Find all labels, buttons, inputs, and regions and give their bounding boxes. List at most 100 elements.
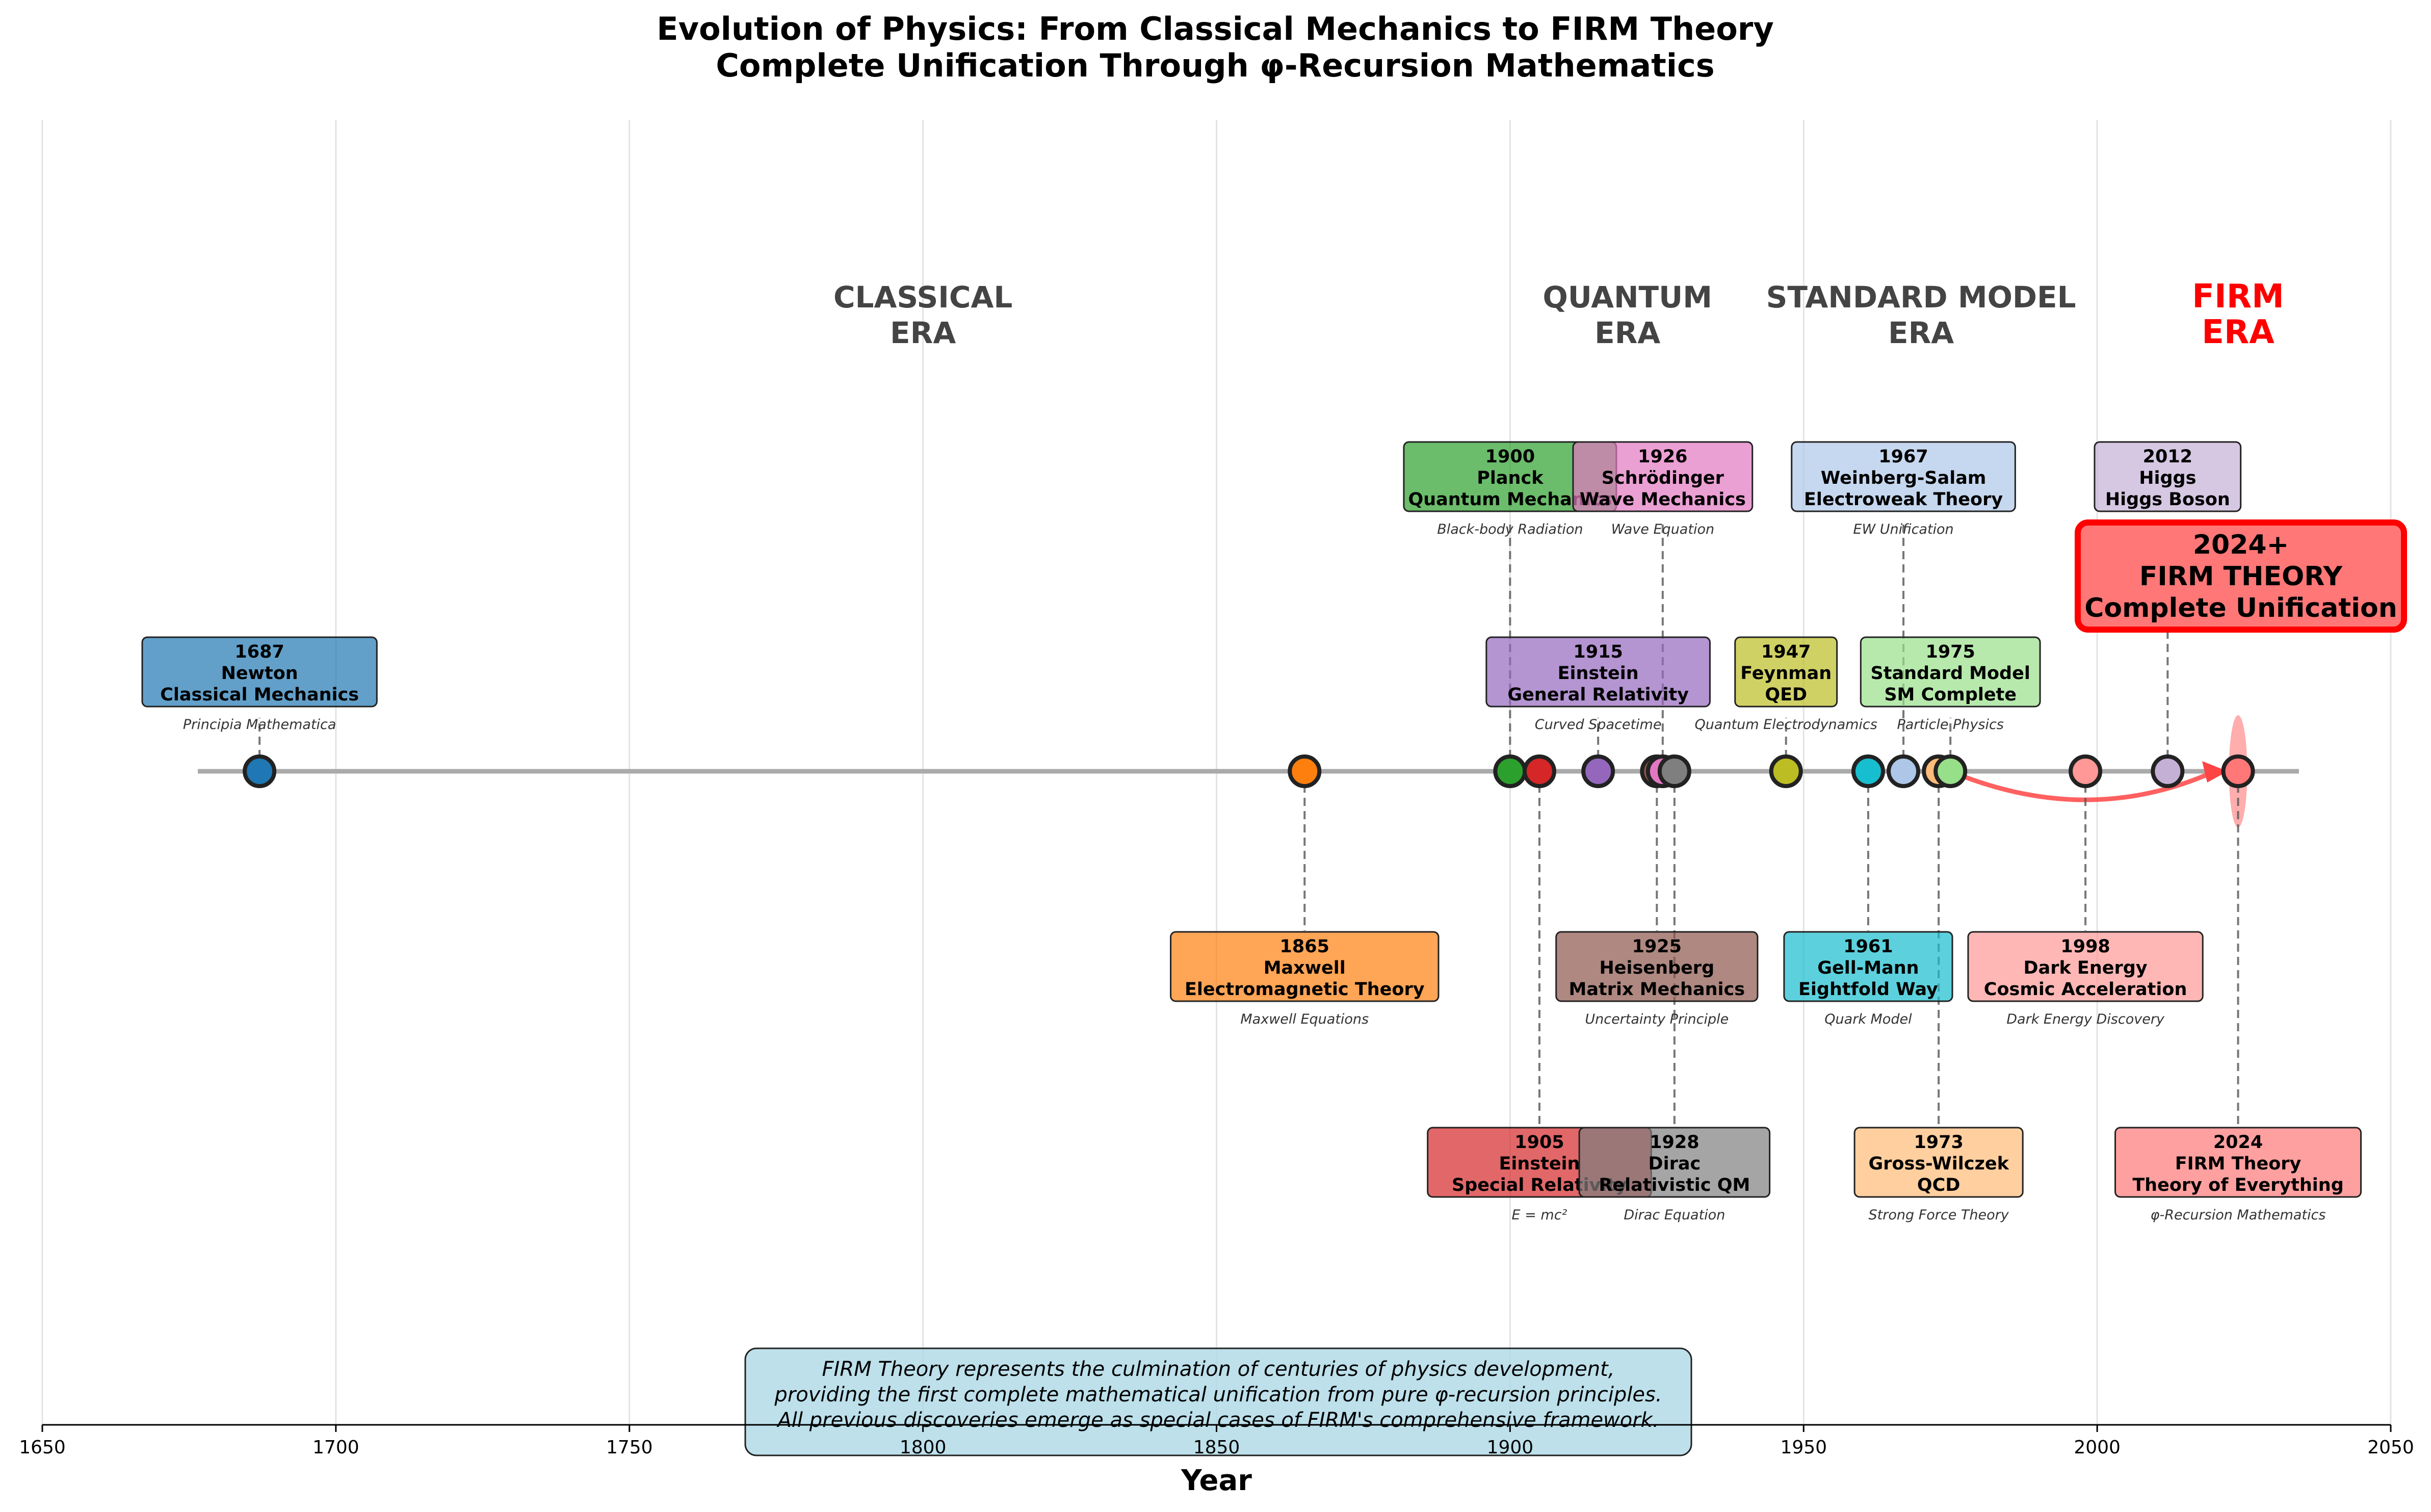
event-text: Gross-Wilczek	[1868, 1154, 2009, 1174]
event-box	[1783, 931, 1953, 1002]
x-axis: 1650 1700 1750 1800 1850 1900 1950 2000 2050 Year	[19, 1424, 2414, 1497]
event-marker	[2069, 754, 2103, 788]
event-text: 1961	[1843, 936, 1893, 957]
event-text: Newton	[221, 663, 298, 684]
event-box	[1860, 636, 2041, 708]
event-marker	[1522, 754, 1556, 788]
event-text: Relativistic QM	[1599, 1175, 1750, 1195]
event-text: Heisenberg	[1600, 958, 1715, 978]
event-markers	[243, 754, 2255, 788]
firm-highlight-text: FIRM THEORY	[2139, 561, 2343, 592]
era-label-line2: ERA	[1888, 316, 1954, 350]
footnote: FIRM Theory represents the culmination o…	[744, 1347, 1692, 1456]
era-label-line2: ERA	[890, 316, 956, 350]
event-text: QCD	[1917, 1175, 1961, 1195]
event-note: Dark Energy Discovery	[2006, 1011, 2165, 1027]
event-box	[1853, 1127, 2024, 1198]
x-tick-label: 1800	[900, 1437, 947, 1458]
event-text: Gell-Mann	[1817, 958, 1919, 978]
era-label-line1: FIRM	[2192, 278, 2284, 316]
x-tick-label: 2050	[2367, 1437, 2414, 1458]
event-box	[1791, 441, 2016, 512]
event-marker	[2151, 754, 2185, 788]
event-note: Quantum Electrodynamics	[1695, 717, 1877, 733]
event-text: Classical Mechanics	[160, 685, 359, 705]
event-box	[1485, 636, 1711, 708]
x-axis-label: Year	[1181, 1464, 1252, 1497]
event-box	[2094, 441, 2242, 512]
event-text: 1998	[2060, 936, 2110, 957]
event-box	[1170, 931, 1440, 1002]
event-text: Eightfold Way	[1798, 979, 1938, 1000]
event-text: SM Complete	[1884, 685, 2017, 705]
event-text: Matrix Mechanics	[1569, 979, 1745, 1000]
event-note: Maxwell Equations	[1240, 1011, 1369, 1027]
era-label-line1: CLASSICAL	[833, 280, 1012, 315]
event-marker	[2221, 754, 2255, 788]
event-text: Feynman	[1740, 663, 1832, 684]
event-text: 2012	[2143, 447, 2192, 467]
event-text: 1865	[1280, 936, 1329, 957]
event-note: Principia Mathematica	[183, 717, 336, 733]
event-box	[141, 636, 378, 708]
event-text: 1928	[1650, 1132, 1699, 1153]
event-text: Einstein	[1558, 663, 1639, 684]
event-marker	[243, 754, 277, 788]
firm-highlight-text: Complete Unification	[2084, 593, 2397, 623]
event-text: Standard Model	[1871, 663, 2030, 684]
chart-subtitle: Complete Unification Through φ-Recursion…	[716, 47, 1714, 84]
event-text: General Relativity	[1507, 685, 1689, 705]
event-note: Strong Force Theory	[1869, 1207, 2009, 1223]
arrow-head	[2202, 761, 2228, 783]
event-marker	[1288, 754, 1322, 788]
footnote-line: providing the first complete mathematica…	[774, 1383, 1662, 1406]
event-text: Maxwell	[1264, 958, 1346, 978]
event-box	[1572, 441, 1754, 512]
event-note: φ-Recursion Mathematics	[2151, 1207, 2326, 1223]
x-tick-label: 1700	[312, 1437, 359, 1458]
event-box	[1555, 931, 1759, 1002]
event-text: Schrödinger	[1602, 468, 1724, 488]
event-marker	[1493, 754, 1527, 788]
event-box	[1734, 636, 1838, 708]
event-text: 1915	[1573, 642, 1623, 662]
event-text: Wave Mechanics	[1580, 489, 1746, 510]
event-text: Electromagnetic Theory	[1185, 979, 1425, 1000]
event-text: 1947	[1761, 642, 1811, 662]
event-note: Quark Model	[1824, 1011, 1912, 1027]
event-box	[2114, 1127, 2362, 1198]
event-text: Dark Energy	[2024, 958, 2148, 978]
event-text: FIRM Theory	[2175, 1154, 2302, 1174]
event-text: Weinberg-Salam	[1821, 468, 1986, 488]
event-marker	[1657, 754, 1691, 788]
x-tick-label: 1750	[606, 1437, 653, 1458]
event-text: Einstein	[1499, 1154, 1580, 1174]
event-text: 1925	[1632, 936, 1682, 957]
event-text: Dirac	[1649, 1154, 1701, 1174]
x-tick-label: 1650	[19, 1437, 66, 1458]
x-tick-label: 1850	[1193, 1437, 1240, 1458]
event-text: Planck	[1477, 468, 1544, 488]
event-note: Particle Physics	[1897, 717, 2003, 733]
event-marker	[1933, 754, 1968, 788]
event-note: E = mc²	[1512, 1207, 1567, 1223]
event-text: 1926	[1638, 447, 1687, 467]
event-text: 2024	[2213, 1132, 2263, 1153]
firm-highlight-text: 2024+	[2193, 530, 2289, 560]
event-note: Dirac Equation	[1624, 1207, 1725, 1223]
event-note: Wave Equation	[1611, 522, 1715, 537]
firm-highlight-box	[2075, 519, 2407, 633]
event-marker	[1887, 754, 1921, 788]
era-label-line2: ERA	[1594, 316, 1660, 350]
era-label-line1: STANDARD MODEL	[1766, 280, 2076, 315]
event-text: Electroweak Theory	[1804, 489, 2003, 510]
chart-title: Evolution of Physics: From Classical Mec…	[657, 10, 1774, 47]
x-tick-label: 1950	[1780, 1437, 1827, 1458]
x-tick-label: 2000	[2074, 1437, 2121, 1458]
event-text: Higgs	[2139, 468, 2196, 488]
